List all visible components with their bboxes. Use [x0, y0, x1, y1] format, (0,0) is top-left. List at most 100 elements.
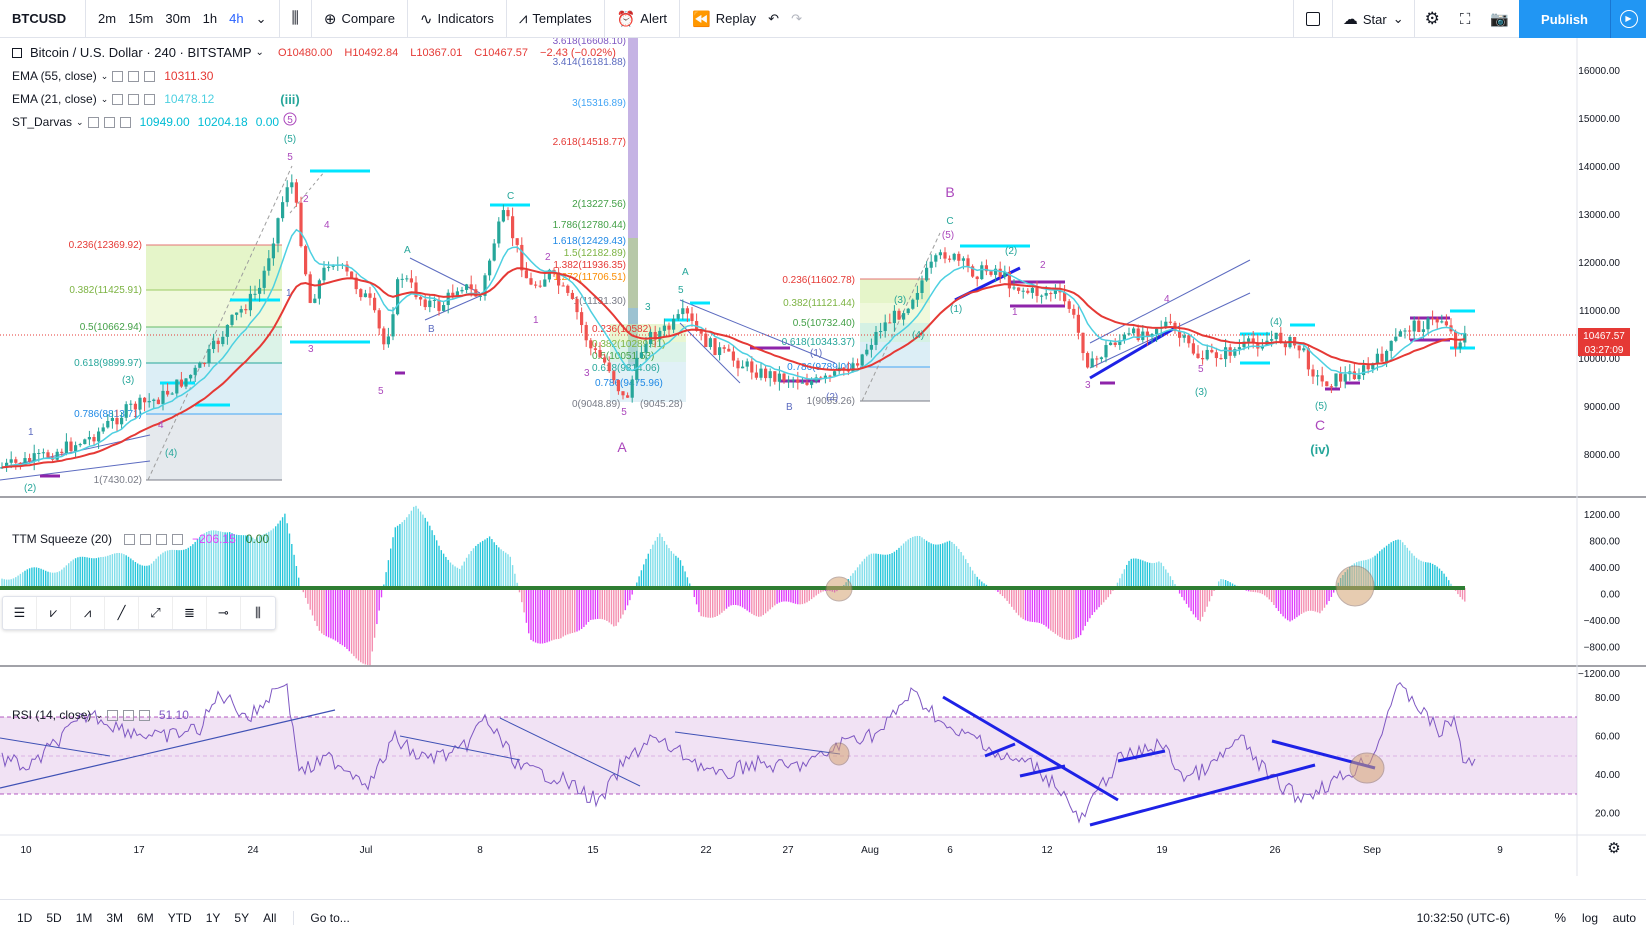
collapse-icon[interactable]	[12, 47, 22, 58]
wave-label: B	[786, 402, 793, 413]
rsi-axis[interactable]: 80.00 60.00 40.00 20.00	[1595, 693, 1620, 820]
candle-body	[189, 374, 193, 379]
auto-toggle[interactable]: auto	[1612, 910, 1636, 925]
candle-body	[281, 202, 285, 219]
lock-icon[interactable]	[156, 533, 168, 545]
squeeze-axis[interactable]: 1200.00 800.00 400.00 0.00 −400.00 −800.00 −12…	[1578, 510, 1620, 680]
eye-icon[interactable]	[124, 533, 136, 545]
clock[interactable]: 10:32:50 (UTC-6)	[1416, 910, 1510, 925]
rewind-icon: ⏪	[692, 10, 711, 28]
range-6m[interactable]: 6M	[137, 910, 154, 925]
candle-body	[658, 330, 662, 340]
compare-group: ⊕ Compare	[312, 0, 408, 38]
interval-1h[interactable]: 1h	[202, 11, 218, 26]
close-icon[interactable]	[119, 116, 131, 128]
play-button[interactable]: ▶	[1610, 0, 1646, 38]
candle-body	[1371, 363, 1375, 370]
settings-icon[interactable]	[128, 93, 140, 105]
time-axis[interactable]: 10 17 24 Jul 8 15 22 27 Aug 6 12 19 26 Sep 9	[20, 845, 1503, 856]
eye-icon[interactable]	[87, 116, 99, 128]
eye-icon[interactable]	[112, 93, 124, 105]
chart-style-button[interactable]: ⫼	[286, 0, 305, 38]
range-1d[interactable]: 1D	[17, 910, 33, 925]
candles-tool-icon[interactable]: ⫼	[255, 605, 261, 620]
squeeze-legend[interactable]: TTM Squeeze (20) −206.15 0.00	[12, 532, 269, 546]
layout-button[interactable]	[1292, 0, 1332, 38]
replay-button[interactable]: ⏪ Replay	[686, 0, 762, 38]
range-ytd[interactable]: YTD	[167, 910, 192, 925]
eye-icon[interactable]	[112, 70, 124, 82]
log-toggle[interactable]: log	[1581, 910, 1598, 925]
star-button[interactable]: ☁ Star ⌄	[1331, 0, 1414, 38]
close-icon[interactable]	[172, 533, 184, 545]
symbol-title[interactable]: Bitcoin / U.S. Dollar · 240 · BITSTAMP	[30, 45, 252, 60]
candle-body	[32, 453, 36, 462]
candle-body	[598, 349, 602, 358]
percent-toggle[interactable]: %	[1554, 910, 1566, 925]
fullscreen-button[interactable]: ⛶	[1450, 0, 1481, 38]
rsi-signal-circle[interactable]	[1349, 752, 1385, 784]
candle-body	[133, 403, 137, 410]
undo-button[interactable]: ↶	[762, 0, 785, 38]
close-icon[interactable]	[144, 70, 156, 82]
rsi-signal-circle[interactable]	[828, 742, 850, 766]
squeeze-signal-circle[interactable]	[825, 576, 853, 602]
squeeze-signal-circle[interactable]	[1335, 565, 1375, 607]
darvas-legend[interactable]: ST_Darvas ⌄ 10949.00 10204.18 0.00	[12, 115, 279, 129]
interval-dropdown[interactable]: ⌄	[250, 0, 273, 38]
ema55-legend[interactable]: EMA (55, close) ⌄ 10311.30	[12, 69, 213, 83]
interval-4h[interactable]: 4h	[229, 11, 244, 26]
templates-button[interactable]: ⩘ Templates	[513, 0, 598, 38]
candle-body	[446, 292, 450, 306]
candle-body	[69, 441, 73, 451]
range-all[interactable]: All	[263, 910, 277, 925]
price-tick-label: 16000.00	[1578, 66, 1620, 77]
close-icon[interactable]	[138, 709, 150, 721]
range-5y[interactable]: 5Y	[234, 910, 250, 925]
goto-button[interactable]: Go to...	[293, 910, 356, 925]
fib-icon[interactable]: ≣	[173, 597, 207, 629]
interval-2m[interactable]: 2m	[98, 11, 117, 26]
fib-retracement-left[interactable]	[146, 165, 293, 481]
range-3m[interactable]: 3M	[106, 910, 124, 925]
fib-extension[interactable]	[628, 38, 638, 366]
settings-icon[interactable]	[128, 70, 140, 82]
candle-body	[603, 357, 607, 363]
interval-30m[interactable]: 30m	[165, 11, 191, 26]
candles-icon: ⫼	[291, 9, 299, 27]
redo-button[interactable]: ↷	[785, 0, 808, 38]
chart-canvas[interactable]: 0.236(12369.92) 0.382(11425.91) 0.5(1066…	[0, 38, 1646, 876]
interval-15m[interactable]: 15m	[128, 11, 154, 26]
price-axis[interactable]: 16000.00 15000.00 14000.00 13000.00 12000.00…	[1578, 66, 1620, 461]
ray-icon[interactable]: ⤢	[139, 597, 173, 629]
trendline-icon[interactable]: ╱	[105, 597, 139, 629]
indicators-button[interactable]: ∿ Indicators	[414, 0, 500, 38]
symbol-search[interactable]: BTCUSD	[0, 0, 86, 38]
horizontal-line-icon[interactable]: ⊸	[207, 597, 241, 629]
settings-icon[interactable]	[140, 533, 152, 545]
close-icon[interactable]	[144, 93, 156, 105]
rsi-line	[1, 681, 1476, 824]
snapshot-button[interactable]: 📷	[1480, 0, 1519, 38]
candle-body	[1081, 332, 1085, 354]
eye-icon[interactable]	[106, 709, 118, 721]
ema21-legend[interactable]: EMA (21, close) ⌄ 10478.12	[12, 92, 214, 106]
range-5d[interactable]: 5D	[46, 910, 62, 925]
candle-body	[975, 276, 979, 280]
compare-button[interactable]: ⊕ Compare	[318, 0, 401, 38]
menu-icon[interactable]: ☰	[3, 597, 37, 629]
range-1m[interactable]: 1M	[75, 910, 93, 925]
settings-icon[interactable]	[122, 709, 134, 721]
fib-retracement-right[interactable]	[860, 232, 941, 402]
elliott-correction-icon[interactable]: ⩘	[71, 597, 105, 629]
range-1y[interactable]: 1Y	[205, 910, 221, 925]
publish-button[interactable]: Publish	[1519, 0, 1610, 38]
gear-icon[interactable]: ⚙	[1607, 840, 1620, 857]
rsi-legend[interactable]: RSI (14, close) ⌄ 51.10	[12, 708, 189, 722]
candle-body	[327, 266, 331, 268]
settings-icon[interactable]	[103, 116, 115, 128]
settings-button[interactable]: ⚙	[1413, 0, 1450, 38]
alert-button[interactable]: ⏰ Alert	[611, 0, 673, 38]
chevron-down-icon[interactable]: ⌄	[255, 47, 264, 58]
elliott-impulse-icon[interactable]: ⩗	[37, 597, 71, 629]
